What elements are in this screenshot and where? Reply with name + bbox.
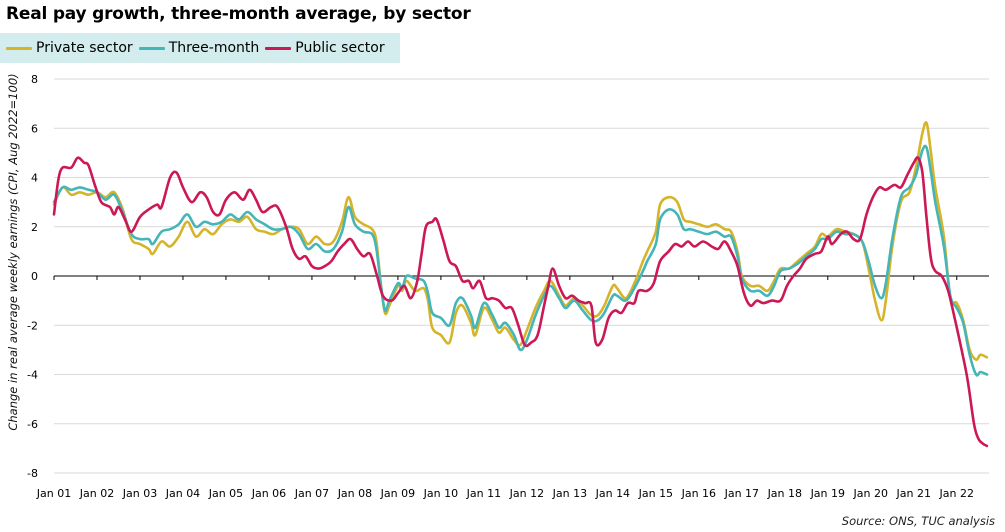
series-line-public-sector xyxy=(52,156,989,448)
legend: Private sector Three-month Public sector xyxy=(0,33,400,63)
legend-label-three-month: Three-month xyxy=(168,40,260,56)
x-tick-label: Jan 01 xyxy=(36,487,71,500)
series-line-three-month xyxy=(52,144,989,377)
series-lines xyxy=(52,121,989,448)
source-note: Source: ONS, TUC analysis xyxy=(841,514,995,528)
legend-swatch-public xyxy=(265,46,292,50)
x-tick-label: Jan 10 xyxy=(423,487,458,500)
x-tick-label: Jan 20 xyxy=(853,487,888,500)
legend-item-three-month: Three-month xyxy=(138,40,260,56)
x-tick-label: Jan 05 xyxy=(208,487,243,500)
y-tick-label: -6 xyxy=(27,418,38,431)
legend-label-private: Private sector xyxy=(36,40,133,56)
x-tick-label: Jan 18 xyxy=(767,487,802,500)
y-tick-label: -4 xyxy=(27,369,38,382)
gridlines xyxy=(54,78,989,474)
legend-item-public: Public sector xyxy=(265,40,385,56)
chart-title: Real pay growth, three-month average, by… xyxy=(6,4,471,24)
y-tick-label: 4 xyxy=(31,172,38,185)
x-tick-label: Jan 02 xyxy=(79,487,114,500)
x-tick-label: Jan 16 xyxy=(681,487,716,500)
y-tick-label: -8 xyxy=(27,467,38,480)
x-tick-label: Jan 08 xyxy=(337,487,372,500)
legend-label-public: Public sector xyxy=(295,40,385,56)
y-axis-ticks: 8 6 4 2 0 -2 -4 -6 -8 xyxy=(27,73,38,480)
x-axis-ticks: Jan 01 Jan 02 Jan 03 Jan 04 Jan 05 Jan 06 Jan … xyxy=(36,487,974,500)
y-tick-label: 2 xyxy=(31,221,38,234)
x-tick-label: Jan 13 xyxy=(552,487,587,500)
x-tick-label: Jan 17 xyxy=(724,487,759,500)
legend-swatch-private xyxy=(6,46,32,50)
y-tick-label: 0 xyxy=(31,270,38,283)
x-tick-label: Jan 15 xyxy=(638,487,673,500)
x-tick-label: Jan 07 xyxy=(294,487,329,500)
series-line-private-sector xyxy=(52,121,989,362)
x-tick-label: Jan 19 xyxy=(810,487,845,500)
legend-item-private: Private sector xyxy=(6,40,133,56)
x-tick-label: Jan 04 xyxy=(165,487,200,500)
x-tick-label: Jan 14 xyxy=(595,487,630,500)
legend-swatch-three-month xyxy=(138,46,165,50)
y-axis-label: Change in real average weekly earnings (… xyxy=(6,73,20,430)
x-tick-label: Jan 22 xyxy=(939,487,974,500)
x-tick-label: Jan 03 xyxy=(122,487,157,500)
y-tick-label: 8 xyxy=(31,73,38,86)
x-tick-label: Jan 11 xyxy=(466,487,501,500)
y-tick-label: 6 xyxy=(31,122,38,135)
x-tick-label: Jan 06 xyxy=(251,487,286,500)
x-axis xyxy=(53,275,989,280)
x-tick-label: Jan 12 xyxy=(509,487,544,500)
y-tick-label: -2 xyxy=(27,319,38,332)
x-tick-label: Jan 09 xyxy=(380,487,415,500)
x-tick-label: Jan 21 xyxy=(896,487,931,500)
